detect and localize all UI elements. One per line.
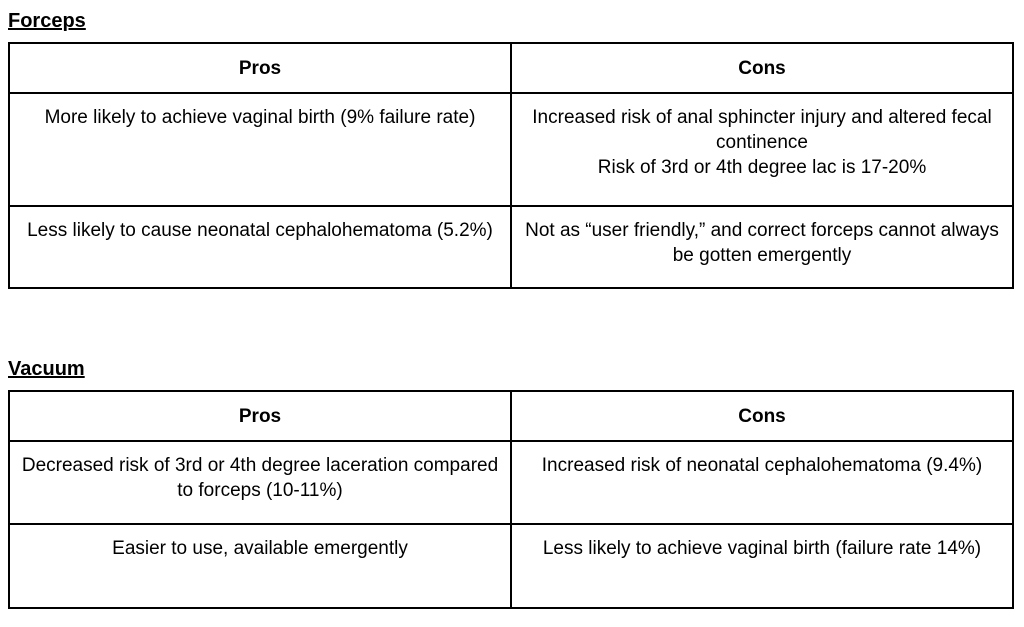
cons-cell: Less likely to achieve vaginal birth (fa… (510, 523, 1014, 609)
table-row: More likely to achieve vaginal birth (9%… (8, 92, 1014, 207)
forceps-section: Forceps Pros Cons More likely to achieve… (8, 10, 1024, 289)
vacuum-section: Vacuum Pros Cons Decreased risk of 3rd o… (8, 358, 1024, 609)
pros-column-header: Pros (8, 390, 512, 442)
cons-cell: Increased risk of neonatal cephalohemato… (510, 440, 1014, 525)
table-row: Easier to use, available emergently Less… (8, 523, 1014, 609)
vacuum-table: Pros Cons Decreased risk of 3rd or 4th d… (8, 390, 1014, 609)
forceps-table: Pros Cons More likely to achieve vaginal… (8, 42, 1014, 289)
cons-cell: Increased risk of anal sphincter injury … (510, 92, 1014, 207)
document-page: Forceps Pros Cons More likely to achieve… (8, 10, 1024, 609)
table-row: Decreased risk of 3rd or 4th degree lace… (8, 440, 1014, 525)
pros-cell: Easier to use, available emergently (8, 523, 512, 609)
table-row: Less likely to cause neonatal cephalohem… (8, 205, 1014, 289)
table-header-row: Pros Cons (8, 42, 1014, 94)
cons-column-header: Cons (510, 42, 1014, 94)
pros-column-header: Pros (8, 42, 512, 94)
vacuum-heading: Vacuum (8, 358, 85, 380)
forceps-heading: Forceps (8, 10, 86, 32)
pros-cell: Less likely to cause neonatal cephalohem… (8, 205, 512, 289)
cons-cell: Not as “user friendly,” and correct forc… (510, 205, 1014, 289)
cons-column-header: Cons (510, 390, 1014, 442)
pros-cell: Decreased risk of 3rd or 4th degree lace… (8, 440, 512, 525)
pros-cell: More likely to achieve vaginal birth (9%… (8, 92, 512, 207)
table-header-row: Pros Cons (8, 390, 1014, 442)
